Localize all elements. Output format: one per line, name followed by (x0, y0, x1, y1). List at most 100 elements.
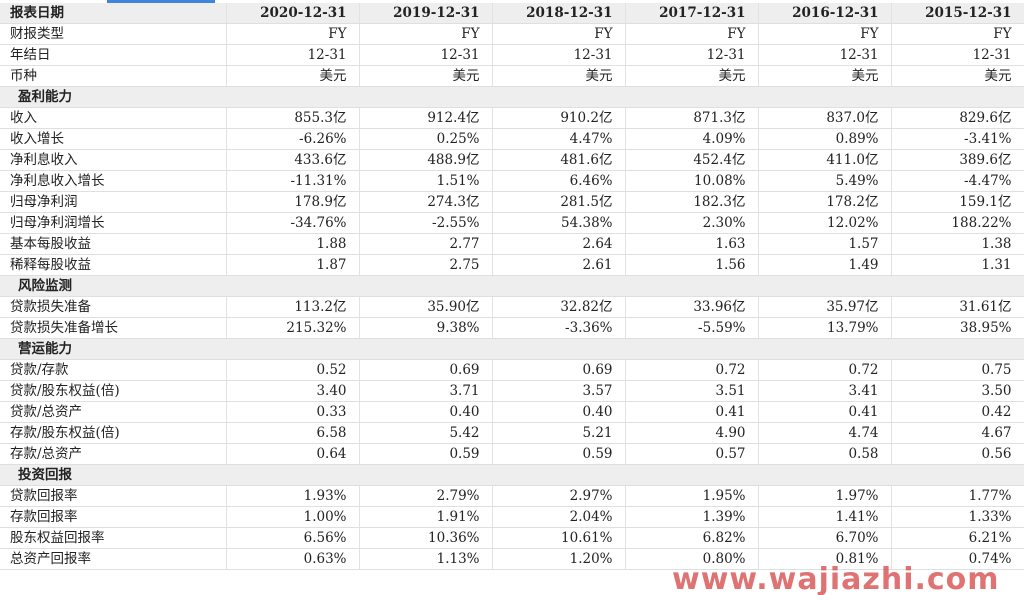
table-cell: 113.2亿 (226, 296, 360, 319)
table-cell: 159.1亿 (891, 191, 1024, 214)
table-cell: 6.46% (492, 170, 626, 193)
column-header[interactable]: 2020-12-31 (226, 3, 360, 25)
table-cell: 215.32% (226, 317, 360, 340)
table-cell: 1.56 (625, 254, 759, 277)
table-row: 收入增长 -6.26% 0.25% 4.47% 4.09% 0.89% -3.41% (0, 128, 1024, 151)
table-cell: 美元 (492, 65, 626, 88)
table-cell: 0.75 (891, 359, 1024, 382)
table-cell: 0.40 (492, 401, 626, 424)
active-tab-indicator (107, 0, 215, 3)
table-cell: 1.77% (891, 485, 1024, 508)
table-cell: 4.74 (758, 422, 892, 445)
table-cell: 829.6亿 (891, 107, 1024, 130)
table-cell: 35.90亿 (359, 296, 493, 319)
table-cell: -2.55% (359, 212, 493, 235)
table-row: 贷款回报率 1.93% 2.79% 2.97% 1.95% 1.97% 1.77% (0, 485, 1024, 508)
row-label: 存款回报率 (0, 506, 227, 529)
table-cell: 4.47% (492, 128, 626, 151)
table-cell: 1.13% (359, 548, 493, 571)
table-cell: 10.08% (625, 170, 759, 193)
row-label: 股东权益回报率 (0, 527, 227, 550)
section-header-row: 风险监测 (0, 275, 1024, 298)
table-cell: 6.56% (226, 527, 360, 550)
table-cell: 12-31 (891, 44, 1024, 67)
row-label: 存款/股东权益(倍) (0, 422, 227, 445)
row-label: 净利息收入 (0, 149, 227, 172)
table-cell: 5.49% (758, 170, 892, 193)
table-cell: 1.91% (359, 506, 493, 529)
financial-indicators-table: 报表日期 2020-12-31 2019-12-31 2018-12-31 20… (0, 3, 1024, 571)
row-label: 归母净利润 (0, 191, 227, 214)
table-header-row: 报表日期 2020-12-31 2019-12-31 2018-12-31 20… (0, 3, 1024, 25)
table-cell: 2.04% (492, 506, 626, 529)
table-cell: 0.72 (758, 359, 892, 382)
table-cell: 33.96亿 (625, 296, 759, 319)
column-header[interactable]: 2017-12-31 (625, 3, 759, 25)
column-header[interactable]: 2015-12-31 (891, 3, 1024, 25)
row-label: 年结日 (0, 44, 227, 67)
row-label: 贷款回报率 (0, 485, 227, 508)
section-title: 营运能力 (0, 338, 1024, 361)
table-cell: 1.00% (226, 506, 360, 529)
section-header-row: 营运能力 (0, 338, 1024, 361)
table-row: 贷款损失准备增长 215.32% 9.38% -3.36% -5.59% 13.79% 38… (0, 317, 1024, 340)
table-cell: 32.82亿 (492, 296, 626, 319)
table-cell: 411.0亿 (758, 149, 892, 172)
table-cell: 2.64 (492, 233, 626, 256)
table-cell: 855.3亿 (226, 107, 360, 130)
table-cell: 1.63 (625, 233, 759, 256)
table-cell: 1.57 (758, 233, 892, 256)
table-cell: 1.97% (758, 485, 892, 508)
table-cell: 871.3亿 (625, 107, 759, 130)
table-cell: 1.31 (891, 254, 1024, 277)
table-cell: 35.97亿 (758, 296, 892, 319)
table-cell: FY (226, 23, 360, 46)
table-cell: 4.09% (625, 128, 759, 151)
column-header: 报表日期 (0, 3, 227, 25)
table-cell: 5.42 (359, 422, 493, 445)
table-cell: 12-31 (359, 44, 493, 67)
table-cell: 10.36% (359, 527, 493, 550)
table-cell: 0.58 (758, 443, 892, 466)
table-cell: 2.61 (492, 254, 626, 277)
table-cell: 38.95% (891, 317, 1024, 340)
column-header[interactable]: 2018-12-31 (492, 3, 626, 25)
table-cell: 0.59 (492, 443, 626, 466)
table-cell: 452.4亿 (625, 149, 759, 172)
column-header[interactable]: 2016-12-31 (758, 3, 892, 25)
table-row: 贷款损失准备 113.2亿 35.90亿 32.82亿 33.96亿 35.97亿 31.6… (0, 296, 1024, 319)
table-cell: 389.6亿 (891, 149, 1024, 172)
table-cell: -3.36% (492, 317, 626, 340)
table-cell: 0.40 (359, 401, 493, 424)
table-cell: 1.38 (891, 233, 1024, 256)
table-row: 财报类型 FY FY FY FY FY FY (0, 23, 1024, 46)
row-label: 贷款/股东权益(倍) (0, 380, 227, 403)
table-cell: 0.69 (359, 359, 493, 382)
column-header[interactable]: 2019-12-31 (359, 3, 493, 25)
table-cell: 美元 (758, 65, 892, 88)
table-cell: 4.67 (891, 422, 1024, 445)
row-label: 基本每股收益 (0, 233, 227, 256)
section-header-row: 盈利能力 (0, 86, 1024, 109)
table-row: 归母净利润增长 -34.76% -2.55% 54.38% 2.30% 12.02% 188… (0, 212, 1024, 235)
table-cell: 12-31 (492, 44, 626, 67)
table-row: 存款/总资产 0.64 0.59 0.59 0.57 0.58 0.56 (0, 443, 1024, 466)
table-cell: -34.76% (226, 212, 360, 235)
table-cell: 178.2亿 (758, 191, 892, 214)
table-cell: FY (891, 23, 1024, 46)
table-cell: 1.33% (891, 506, 1024, 529)
table-cell: 1.95% (625, 485, 759, 508)
table-cell: 0.52 (226, 359, 360, 382)
table-cell: 13.79% (758, 317, 892, 340)
table-cell: 0.56 (891, 443, 1024, 466)
table-cell: 美元 (625, 65, 759, 88)
table-row: 贷款/股东权益(倍) 3.40 3.71 3.57 3.51 3.41 3.50 (0, 380, 1024, 403)
table-cell: 2.79% (359, 485, 493, 508)
table-cell: -3.41% (891, 128, 1024, 151)
table-cell: 12-31 (625, 44, 759, 67)
table-row: 总资产回报率 0.63% 1.13% 1.20% 0.80% 0.81% 0.74% (0, 548, 1024, 571)
table-cell: 2.75 (359, 254, 493, 277)
table-cell: 274.3亿 (359, 191, 493, 214)
table-cell: 182.3亿 (625, 191, 759, 214)
table-cell: 3.41 (758, 380, 892, 403)
